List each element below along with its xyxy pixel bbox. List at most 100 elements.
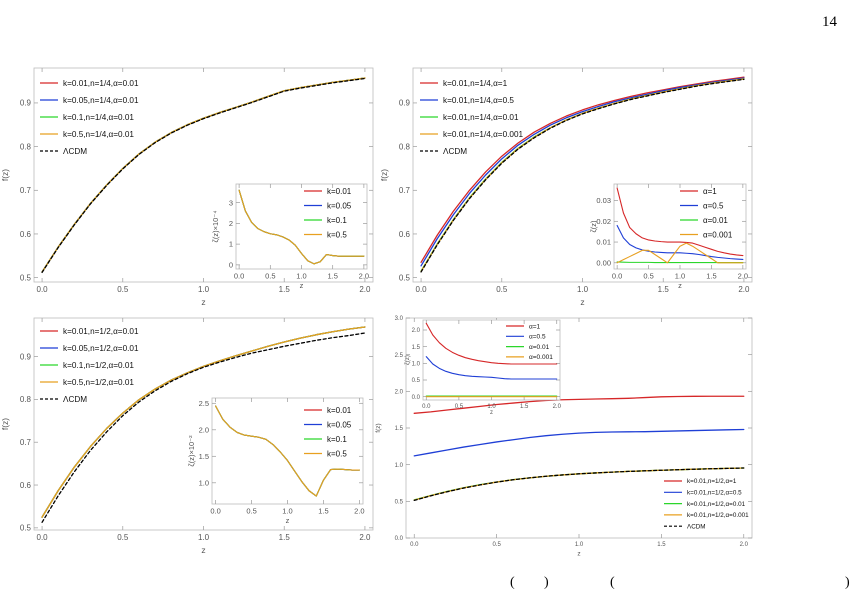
panel-b-inset-series-3 bbox=[616, 242, 744, 264]
panel-d-ytick-label: 2.5 bbox=[395, 353, 404, 359]
panel-c: 0.0 0.5 1.0 1.5 2.0 0.5 0.6 0.7 0.8 0.9 z f(z) k=0.0… bbox=[0, 317, 374, 555]
panel-c-xtick-label: 1.5 bbox=[279, 533, 291, 542]
panel-a-legend-label-3: k=0.5,n=1/4,α=0.01 bbox=[63, 130, 134, 139]
panel-d: 0.0 0.5 1.0 1.5 2.0 0.0 0.5 1.0 1.5 2.0 2.5 3.0 z f(z… bbox=[375, 316, 753, 558]
panel-a-inset-xtick-label: 2.0 bbox=[359, 272, 369, 281]
panel-b-inset-xtick-label: 1.0 bbox=[675, 272, 685, 281]
panel-d-ytick-label: 1.0 bbox=[395, 463, 404, 469]
panel-d-inset-series-0 bbox=[425, 322, 558, 365]
panel-a-xtick-label: 1.0 bbox=[198, 285, 210, 294]
panel-d-legend-label-2: k=0.01,n=1/2,α=0.01 bbox=[687, 501, 746, 508]
panel-b-legend-label-4: ΛCDM bbox=[443, 147, 467, 156]
panel-b-xtick-label: 0.5 bbox=[496, 285, 508, 294]
panel-c-inset-legend-label-3: k=0.5 bbox=[327, 449, 347, 458]
panel-b-ytick-label: 0.9 bbox=[399, 99, 411, 108]
panel-d-ytick-label: 0.5 bbox=[395, 499, 404, 505]
panel-c-inset-ytick-label: 1.5 bbox=[199, 452, 209, 461]
panel-a-ytick-label: 0.8 bbox=[20, 142, 32, 151]
panel-d-xlabel: z bbox=[577, 551, 580, 558]
panel-b-legend-label-0: k=0.01,n=1/4,α=1 bbox=[443, 79, 508, 88]
panel-a-ytick-label: 0.9 bbox=[20, 99, 32, 108]
panel-d-inset-ytick-label: 2.0 bbox=[412, 328, 421, 334]
panel-d-ytick-label: 2.0 bbox=[395, 389, 404, 395]
panel-a-inset-xtick-label: 0.0 bbox=[234, 272, 244, 281]
panel-a-xlabel: z bbox=[201, 297, 205, 307]
panel-d-inset-ytick-label: 1.5 bbox=[412, 345, 421, 351]
panel-a-inset-legend-label-3: k=0.5 bbox=[327, 230, 347, 239]
panel-b-inset-xlabel: z bbox=[678, 281, 682, 290]
panel-a-legend-label-2: k=0.1,n=1/4,α=0.01 bbox=[63, 113, 134, 122]
panel-d-inset-legend-label-2: α=0.01 bbox=[529, 344, 550, 351]
panel-c-legend-label-0: k=0.01,n=1/2,α=0.01 bbox=[63, 327, 139, 336]
panel-b-legend-label-3: k=0.01,n=1/4,α=0.001 bbox=[443, 130, 524, 139]
panel-a-legend-label-1: k=0.05,n=1/4,α=0.01 bbox=[63, 96, 139, 105]
panel-a: 0.0 0.5 1.0 1.5 2.0 0.5 0.6 0.7 0.8 0.9 z f(z) k=0.0… bbox=[0, 67, 374, 307]
panel-c-xtick-label: 0.0 bbox=[37, 533, 49, 542]
panel-b-inset-ylabel: ζ(z) bbox=[589, 220, 598, 233]
panel-b-xtick-label: 0.0 bbox=[416, 285, 428, 294]
panel-b-inset-ytick-label: 0.00 bbox=[596, 258, 611, 267]
panel-b-ytick-label: 0.5 bbox=[399, 273, 411, 282]
panel-b-xlabel: z bbox=[580, 297, 584, 307]
panel-c-inset-xtick-label: 0.5 bbox=[246, 507, 256, 516]
panel-b-inset-legend-label-0: α=1 bbox=[703, 187, 717, 196]
panel-c-ytick-label: 0.6 bbox=[20, 481, 32, 490]
panel-c-inset-ytick-label: 1.0 bbox=[199, 478, 209, 487]
panel-b-inset-frame bbox=[613, 183, 747, 270]
panel-c-ytick-label: 0.8 bbox=[20, 395, 32, 404]
panel-d-inset-ytick-label: 1.0 bbox=[412, 361, 421, 367]
figure-canvas: 0.0 0.5 1.0 1.5 2.0 0.5 0.6 0.7 0.8 0.9 z f(z) k=0.0… bbox=[0, 67, 753, 558]
panel-c-inset-ytick-label: 2.0 bbox=[199, 425, 209, 434]
panel-c-xtick-label: 0.5 bbox=[117, 533, 129, 542]
panel-c-xtick-label: 2.0 bbox=[359, 533, 371, 542]
panel-c-xlabel: z bbox=[201, 545, 205, 555]
panel-a-xtick-label: 0.0 bbox=[37, 285, 49, 294]
panel-d-xtick-label: 1.0 bbox=[575, 542, 584, 548]
panel-a-xtick-label: 0.5 bbox=[117, 285, 129, 294]
panel-a-legend-label-0: k=0.01,n=1/4,α=0.01 bbox=[63, 79, 139, 88]
panel-a-series-4 bbox=[41, 77, 366, 274]
panel-c-legend-label-3: k=0.5,n=1/2,α=0.01 bbox=[63, 378, 134, 387]
panel-c-inset-series-3 bbox=[215, 405, 360, 497]
panel-b-xtick-label: 1.5 bbox=[658, 285, 670, 294]
panel-b-legend-label-1: k=0.01,n=1/4,α=0.5 bbox=[443, 96, 514, 105]
panel-d-inset-series-1 bbox=[425, 356, 558, 380]
panel-d-legend-label-3: k=0.01,n=1/2,α=0.001 bbox=[687, 512, 749, 519]
panel-c-inset: 0.0 0.5 1.0 1.5 2.0 1.0 1.5 2.0 2.5 ζ(z)×10⁻² z k=0… bbox=[187, 397, 365, 525]
panel-c-inset-ylabel: ζ(z)×10⁻² bbox=[187, 435, 196, 467]
panel-d-legend-label-0: k=0.01,n=1/2,α=1 bbox=[687, 478, 737, 485]
panel-c-series-3 bbox=[41, 326, 366, 518]
panel-b-legend-label-2: k=0.01,n=1/4,α=0.01 bbox=[443, 113, 519, 122]
panel-d-inset-legend-label-0: α=1 bbox=[529, 323, 541, 330]
panel-b-inset-series-0 bbox=[616, 187, 744, 257]
panel-c-inset-frame bbox=[211, 397, 364, 505]
caption-strip: ( ) ( ) bbox=[0, 575, 853, 597]
panel-a-inset-series-3 bbox=[238, 189, 365, 265]
panel-d-inset-ylabel: ζ(z) bbox=[405, 355, 411, 365]
panel-d-ytick-label: 0.0 bbox=[395, 536, 404, 542]
panel-c-inset-xtick-label: 1.5 bbox=[318, 507, 328, 516]
panel-c-xtick-label: 1.0 bbox=[198, 533, 210, 542]
panel-b-inset-xtick-label: 1.5 bbox=[706, 272, 716, 281]
panel-c-inset-xtick-label: 0.0 bbox=[210, 507, 220, 516]
panel-b-inset-legend-label-2: α=0.01 bbox=[703, 216, 728, 225]
panel-c-ytick-label: 0.9 bbox=[20, 352, 32, 361]
panel-b-ytick-label: 0.7 bbox=[399, 186, 411, 195]
caption-paren-close-1: ) bbox=[544, 575, 549, 590]
panel-c-ytick-label: 0.7 bbox=[20, 438, 32, 447]
panel-c-inset-legend-label-0: k=0.01 bbox=[327, 406, 352, 415]
panel-b-inset-legend-label-1: α=0.5 bbox=[703, 201, 724, 210]
panel-d-xtick-label: 0.5 bbox=[492, 542, 501, 548]
panel-c-inset-legend-label-2: k=0.1 bbox=[327, 435, 347, 444]
panel-b-inset-xtick-label: 2.0 bbox=[738, 272, 748, 281]
panel-d-xtick-label: 0.0 bbox=[410, 542, 419, 548]
panel-d-ylabel: f(z) bbox=[375, 423, 382, 432]
panel-b-ylabel: f(z) bbox=[379, 169, 389, 181]
panel-c-ylabel: f(z) bbox=[0, 418, 10, 430]
panel-a-xtick-label: 2.0 bbox=[359, 285, 371, 294]
panel-d-series-4 bbox=[413, 467, 745, 502]
panel-d-inset-xtick-label: 2.0 bbox=[553, 404, 562, 410]
panel-d-inset-ytick-label: 0.5 bbox=[412, 378, 421, 384]
panel-d-inset-xtick-label: 0.5 bbox=[455, 404, 464, 410]
panel-c-legend-label-1: k=0.05,n=1/2,α=0.01 bbox=[63, 344, 139, 353]
